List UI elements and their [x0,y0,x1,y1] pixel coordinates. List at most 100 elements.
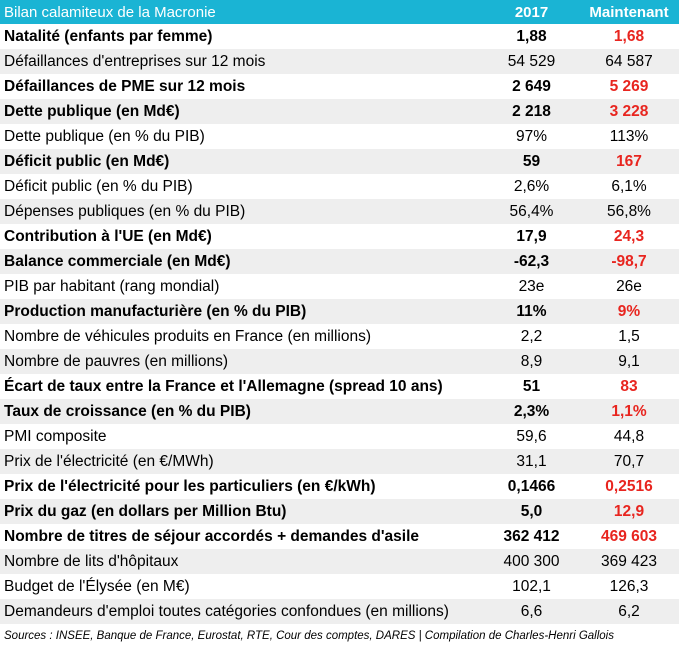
value-now: 369 423 [579,549,679,574]
row-label: Défaillances de PME sur 12 mois [0,74,484,99]
value-2017: 23e [484,274,579,299]
sources-note: Sources : INSEE, Banque de France, Euros… [4,630,614,642]
value-now: 0,2516 [579,474,679,499]
table-row: Dette publique (en % du PIB) 97% 113% [0,124,679,149]
table-title: Bilan calamiteux de la Macronie [0,0,484,24]
value-2017: 5,0 [484,499,579,524]
table-row: Déficit public (en % du PIB) 2,6% 6,1% [0,174,679,199]
row-label: Dépenses publiques (en % du PIB) [0,199,484,224]
row-label: Prix du gaz (en dollars per Million Btu) [0,499,484,524]
value-2017: 6,6 [484,599,579,624]
row-label: Prix de l'électricité (en €/MWh) [0,449,484,474]
value-2017: 2,2 [484,324,579,349]
row-label: Déficit public (en % du PIB) [0,174,484,199]
value-now: 3 228 [579,99,679,124]
row-label: Production manufacturière (en % du PIB) [0,299,484,324]
table-row: Déficit public (en Md€) 59 167 [0,149,679,174]
table-row: PIB par habitant (rang mondial) 23e 26e [0,274,679,299]
row-label: Défaillances d'entreprises sur 12 mois [0,49,484,74]
value-2017: 56,4% [484,199,579,224]
value-2017: 2 649 [484,74,579,99]
table-row: Taux de croissance (en % du PIB) 2,3% 1,1% [0,399,679,424]
table-row: Prix de l'électricité pour les particuli… [0,474,679,499]
value-now: 9,1 [579,349,679,374]
table-row: Nombre de véhicules produits en France (… [0,324,679,349]
column-header-2017: 2017 [484,0,579,24]
row-label: Déficit public (en Md€) [0,149,484,174]
table-row: Natalité (enfants par femme) 1,88 1,68 [0,24,679,49]
value-2017: 2,6% [484,174,579,199]
value-2017: 8,9 [484,349,579,374]
table-row: Nombre de pauvres (en millions) 8,9 9,1 [0,349,679,374]
row-label: Prix de l'électricité pour les particuli… [0,474,484,499]
value-now: 83 [579,374,679,399]
table-body: Natalité (enfants par femme) 1,88 1,68 Défa… [0,24,679,624]
value-now: 26e [579,274,679,299]
value-now: 1,68 [579,24,679,49]
table-row: Production manufacturière (en % du PIB) 1… [0,299,679,324]
value-now: 44,8 [579,424,679,449]
value-2017: 59 [484,149,579,174]
bilan-table: Bilan calamiteux de la Macronie 2017 Mai… [0,0,679,624]
value-2017: 31,1 [484,449,579,474]
value-now: 1,5 [579,324,679,349]
value-now: 64 587 [579,49,679,74]
value-now: 5 269 [579,74,679,99]
row-label: PIB par habitant (rang mondial) [0,274,484,299]
table-row: Défaillances d'entreprises sur 12 mois 54… [0,49,679,74]
table-row: Nombre de lits d'hôpitaux 400 300 369 423 [0,549,679,574]
table-row: Dette publique (en Md€) 2 218 3 228 [0,99,679,124]
row-label: Écart de taux entre la France et l'Allem… [0,374,484,399]
value-2017: 102,1 [484,574,579,599]
value-now: 113% [579,124,679,149]
value-2017: 17,9 [484,224,579,249]
value-2017: 11% [484,299,579,324]
row-label: Balance commerciale (en Md€) [0,249,484,274]
value-2017: -62,3 [484,249,579,274]
value-2017: 59,6 [484,424,579,449]
value-2017: 0,1466 [484,474,579,499]
value-2017: 2 218 [484,99,579,124]
row-label: Contribution à l'UE (en Md€) [0,224,484,249]
row-label: Demandeurs d'emploi toutes catégories co… [0,599,484,624]
table-row: Écart de taux entre la France et l'Allem… [0,374,679,399]
table-row: Balance commerciale (en Md€) -62,3 -98,7 [0,249,679,274]
table-header-row: Bilan calamiteux de la Macronie 2017 Mai… [0,0,679,24]
row-label: Nombre de véhicules produits en France (… [0,324,484,349]
value-now: 6,2 [579,599,679,624]
row-label: Natalité (enfants par femme) [0,24,484,49]
value-2017: 2,3% [484,399,579,424]
table-row: PMI composite 59,6 44,8 [0,424,679,449]
table-row: Dépenses publiques (en % du PIB) 56,4% 56,… [0,199,679,224]
row-label: Nombre de lits d'hôpitaux [0,549,484,574]
value-now: 6,1% [579,174,679,199]
table-row: Nombre de titres de séjour accordés + de… [0,524,679,549]
table-row: Prix du gaz (en dollars per Million Btu)… [0,499,679,524]
value-2017: 362 412 [484,524,579,549]
value-2017: 97% [484,124,579,149]
value-2017: 51 [484,374,579,399]
value-now: 24,3 [579,224,679,249]
row-label: Dette publique (en % du PIB) [0,124,484,149]
row-label: Dette publique (en Md€) [0,99,484,124]
table-row: Défaillances de PME sur 12 mois 2 649 5 26… [0,74,679,99]
table-row: Budget de l'Élysée (en M€) 102,1 126,3 [0,574,679,599]
value-now: 70,7 [579,449,679,474]
table-row: Prix de l'électricité (en €/MWh) 31,1 70,7 [0,449,679,474]
value-now: -98,7 [579,249,679,274]
value-now: 1,1% [579,399,679,424]
row-label: Budget de l'Élysée (en M€) [0,574,484,599]
table-row: Demandeurs d'emploi toutes catégories co… [0,599,679,624]
value-now: 12,9 [579,499,679,524]
row-label: Nombre de pauvres (en millions) [0,349,484,374]
value-now: 56,8% [579,199,679,224]
column-header-now: Maintenant [579,0,679,24]
value-2017: 400 300 [484,549,579,574]
value-2017: 54 529 [484,49,579,74]
value-now: 126,3 [579,574,679,599]
row-label: Taux de croissance (en % du PIB) [0,399,484,424]
value-2017: 1,88 [484,24,579,49]
table-row: Contribution à l'UE (en Md€) 17,9 24,3 [0,224,679,249]
value-now: 167 [579,149,679,174]
